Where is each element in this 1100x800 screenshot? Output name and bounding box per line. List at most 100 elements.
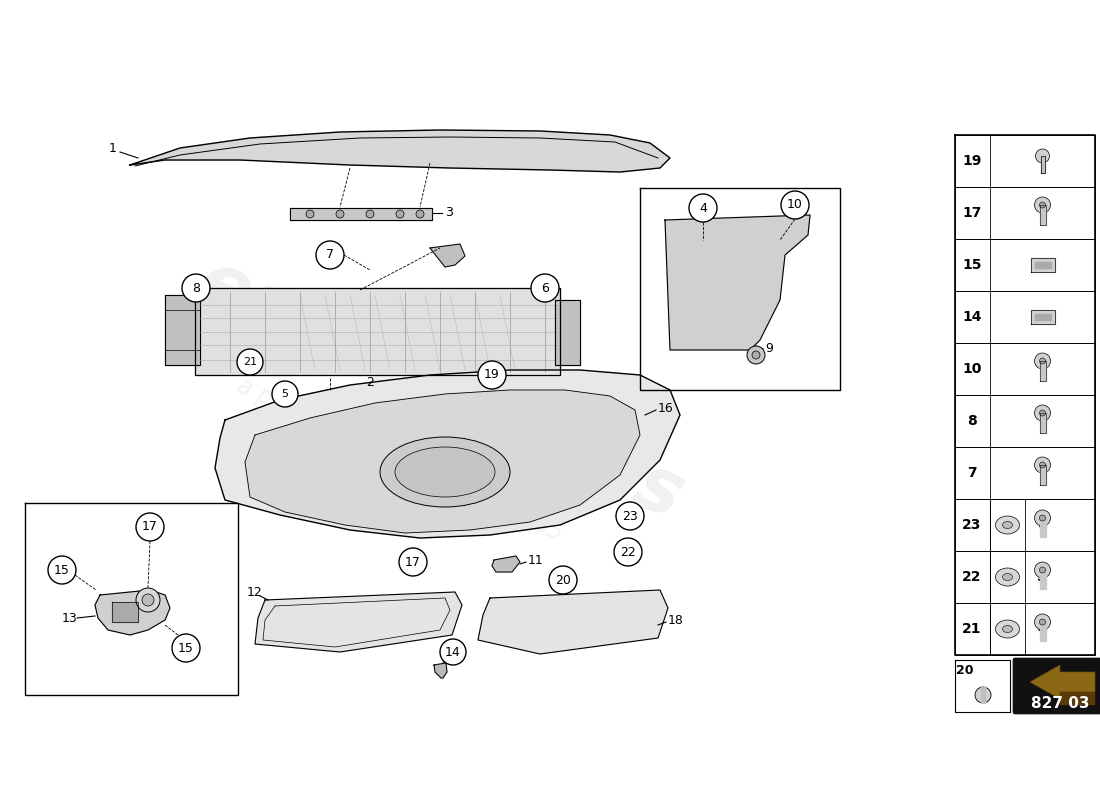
Text: 2: 2 [366,377,374,390]
Text: 21: 21 [243,357,257,367]
Polygon shape [492,556,520,572]
Polygon shape [955,343,1094,395]
Circle shape [689,194,717,222]
Circle shape [531,274,559,302]
Circle shape [272,381,298,407]
Text: 19: 19 [962,154,981,168]
Text: 7: 7 [326,249,334,262]
Polygon shape [1060,692,1094,705]
Polygon shape [955,395,1094,447]
Text: 6: 6 [541,282,549,294]
Polygon shape [165,295,200,365]
Circle shape [136,513,164,541]
Circle shape [549,566,578,594]
Polygon shape [245,390,640,533]
Circle shape [616,502,644,530]
Polygon shape [1034,262,1050,268]
Circle shape [1034,353,1050,369]
Polygon shape [214,370,680,538]
Text: 9: 9 [764,342,773,354]
Text: 23: 23 [623,510,638,522]
Text: 15: 15 [178,642,194,654]
Ellipse shape [996,620,1020,638]
Circle shape [1034,562,1050,578]
Ellipse shape [1002,626,1012,633]
Ellipse shape [1002,574,1012,581]
Text: 16: 16 [658,402,673,414]
Polygon shape [955,551,1094,603]
Circle shape [1034,197,1050,213]
Polygon shape [430,244,465,267]
Text: 13: 13 [62,611,78,625]
Circle shape [1035,149,1049,163]
Polygon shape [478,590,668,654]
Text: 11: 11 [528,554,543,566]
Circle shape [306,210,313,218]
Circle shape [1040,202,1045,208]
Circle shape [316,241,344,269]
Polygon shape [955,603,1094,655]
Polygon shape [955,135,1094,187]
FancyBboxPatch shape [1013,658,1100,714]
Ellipse shape [379,437,510,507]
Polygon shape [955,239,1094,291]
Circle shape [781,191,808,219]
Circle shape [975,687,991,703]
Circle shape [48,556,76,584]
Text: 22: 22 [962,570,981,584]
Text: 17: 17 [962,206,981,220]
Ellipse shape [996,568,1020,586]
Text: 17: 17 [405,555,421,569]
Circle shape [396,210,404,218]
Polygon shape [955,291,1094,343]
Text: 15: 15 [962,258,981,272]
Circle shape [1040,619,1045,625]
Polygon shape [955,187,1094,239]
Ellipse shape [395,447,495,497]
Polygon shape [556,300,580,365]
Circle shape [399,548,427,576]
Text: 7: 7 [967,466,977,480]
Text: 10: 10 [788,198,803,211]
Circle shape [142,594,154,606]
Circle shape [1034,457,1050,473]
Ellipse shape [1002,522,1012,529]
Polygon shape [1030,665,1094,699]
Text: 4: 4 [700,202,707,214]
Circle shape [752,351,760,359]
Circle shape [416,210,424,218]
Text: 10: 10 [962,362,981,376]
Circle shape [1034,614,1050,630]
Polygon shape [955,660,1010,712]
Circle shape [336,210,344,218]
Circle shape [478,361,506,389]
Text: 6: 6 [1037,518,1047,532]
Polygon shape [290,208,432,220]
Polygon shape [666,215,810,350]
Text: 14: 14 [446,646,461,658]
Text: 12: 12 [248,586,263,599]
Polygon shape [1040,205,1045,225]
Polygon shape [1031,310,1055,324]
Text: 22: 22 [620,546,636,558]
Text: a passion for parts since 1985: a passion for parts since 1985 [233,374,566,546]
Text: 23: 23 [962,518,981,532]
Circle shape [614,538,642,566]
Text: 5: 5 [1037,570,1047,584]
Text: 20: 20 [956,663,974,677]
Circle shape [440,639,466,665]
Circle shape [136,588,160,612]
Circle shape [1040,358,1045,364]
Circle shape [1040,515,1045,521]
Polygon shape [195,288,560,375]
Text: 8: 8 [967,414,977,428]
Text: 17: 17 [142,521,158,534]
Circle shape [1040,567,1045,573]
Polygon shape [955,499,1094,551]
Text: 19: 19 [484,369,499,382]
Circle shape [172,634,200,662]
Polygon shape [1031,258,1055,272]
Text: 20: 20 [556,574,571,586]
Text: 4: 4 [1037,622,1047,636]
Polygon shape [255,592,462,652]
